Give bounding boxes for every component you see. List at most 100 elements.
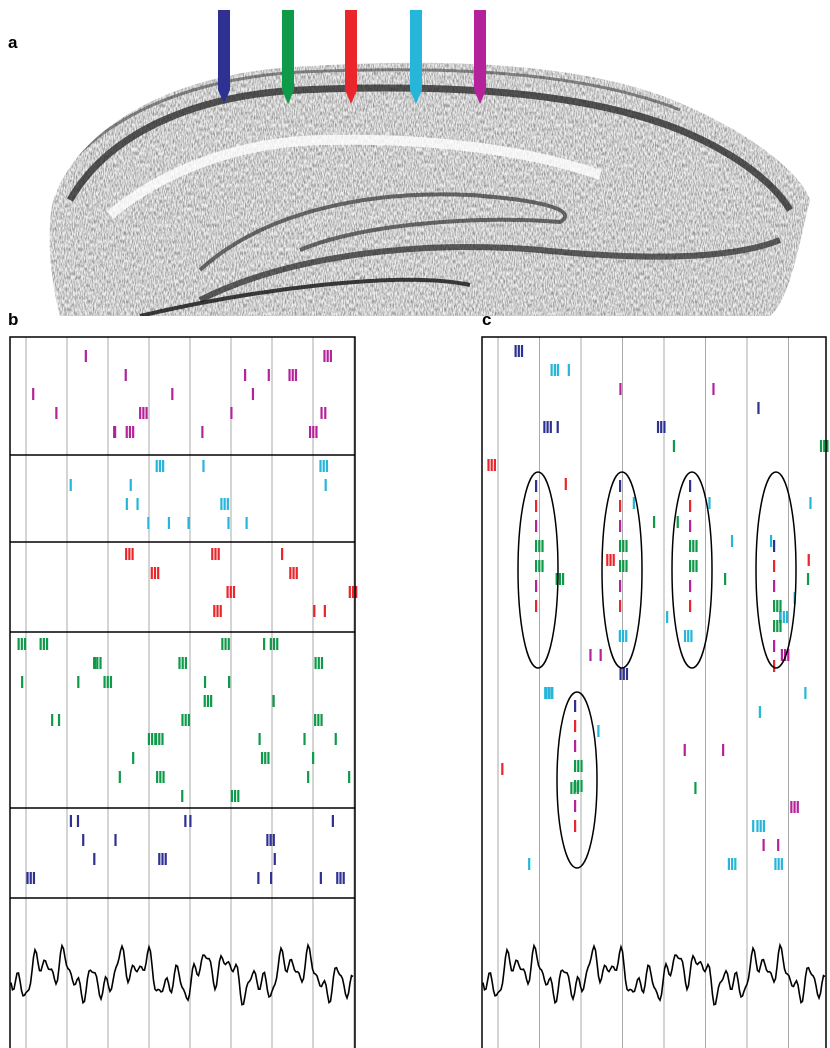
spike — [773, 640, 776, 652]
spike — [621, 630, 625, 642]
lfp-trace — [10, 942, 354, 1006]
spike — [69, 815, 73, 827]
spike — [178, 657, 181, 669]
spike — [51, 714, 54, 726]
spike — [288, 369, 291, 381]
spike — [683, 630, 687, 642]
spike — [308, 426, 312, 438]
spike — [289, 567, 292, 579]
spike — [535, 600, 538, 612]
spike — [131, 548, 134, 560]
spike — [96, 657, 99, 669]
spike — [317, 714, 320, 726]
spike — [490, 459, 493, 471]
dentate — [198, 192, 568, 272]
spike — [184, 714, 187, 726]
spike — [324, 407, 327, 419]
spike — [796, 801, 799, 813]
spike — [202, 460, 205, 472]
spike — [804, 687, 807, 699]
spike — [612, 554, 615, 566]
electrode — [345, 10, 357, 104]
electrode — [410, 10, 422, 104]
spike — [159, 771, 162, 783]
spike — [535, 560, 538, 572]
spike — [570, 782, 573, 794]
spike — [164, 853, 167, 865]
spike — [348, 586, 351, 598]
spike — [312, 426, 315, 438]
spike — [535, 520, 538, 532]
spike — [535, 480, 538, 492]
electrode — [282, 10, 294, 104]
spike — [790, 801, 793, 813]
spike — [336, 872, 339, 884]
spike — [574, 740, 577, 752]
spike — [189, 815, 192, 827]
spike — [708, 497, 711, 509]
spike — [55, 407, 58, 419]
spike — [125, 498, 128, 510]
spike — [334, 733, 337, 745]
spike — [103, 676, 106, 688]
spike — [263, 638, 266, 650]
spike — [171, 388, 174, 400]
spike — [113, 426, 116, 438]
spike — [136, 498, 139, 510]
spike — [776, 620, 779, 632]
spike — [99, 657, 102, 669]
spike — [619, 560, 622, 572]
assembly-outline — [517, 471, 559, 669]
spike — [774, 858, 777, 870]
spike — [151, 733, 154, 745]
spike — [752, 820, 755, 832]
spike — [325, 460, 329, 472]
spike — [227, 517, 230, 529]
spike — [351, 586, 355, 598]
spike — [558, 573, 561, 585]
spike — [826, 440, 829, 452]
spike — [76, 815, 80, 827]
spike — [806, 573, 810, 585]
spike — [93, 853, 96, 865]
spike — [550, 364, 553, 376]
spike — [132, 752, 135, 764]
spike — [692, 540, 695, 552]
spike — [158, 733, 161, 745]
spike — [229, 586, 232, 598]
spike — [181, 714, 184, 726]
electrodes — [218, 10, 486, 104]
spike — [777, 839, 780, 851]
spike — [619, 520, 622, 532]
spike — [535, 540, 538, 552]
spike — [695, 560, 698, 572]
spike — [683, 744, 686, 756]
spike — [322, 460, 325, 472]
spike — [619, 500, 622, 512]
spike — [538, 540, 541, 552]
spike — [689, 580, 692, 592]
spike — [538, 560, 541, 572]
spike — [147, 517, 150, 529]
spike — [214, 548, 217, 560]
spike — [625, 560, 628, 572]
panel-label: a — [8, 33, 18, 52]
spike — [734, 858, 737, 870]
spike — [224, 638, 227, 650]
spike — [722, 744, 725, 756]
spike — [272, 695, 275, 707]
spike — [167, 517, 171, 529]
spike — [258, 733, 261, 745]
spike — [181, 657, 184, 669]
spike — [323, 605, 326, 617]
fissure — [106, 134, 602, 219]
spike — [32, 872, 36, 884]
spike — [355, 586, 358, 598]
spike — [323, 350, 326, 362]
spike — [544, 687, 548, 699]
electrode — [474, 10, 486, 104]
spike — [155, 460, 158, 472]
rasters — [10, 337, 829, 1048]
spike — [619, 668, 622, 680]
spike — [331, 815, 334, 827]
